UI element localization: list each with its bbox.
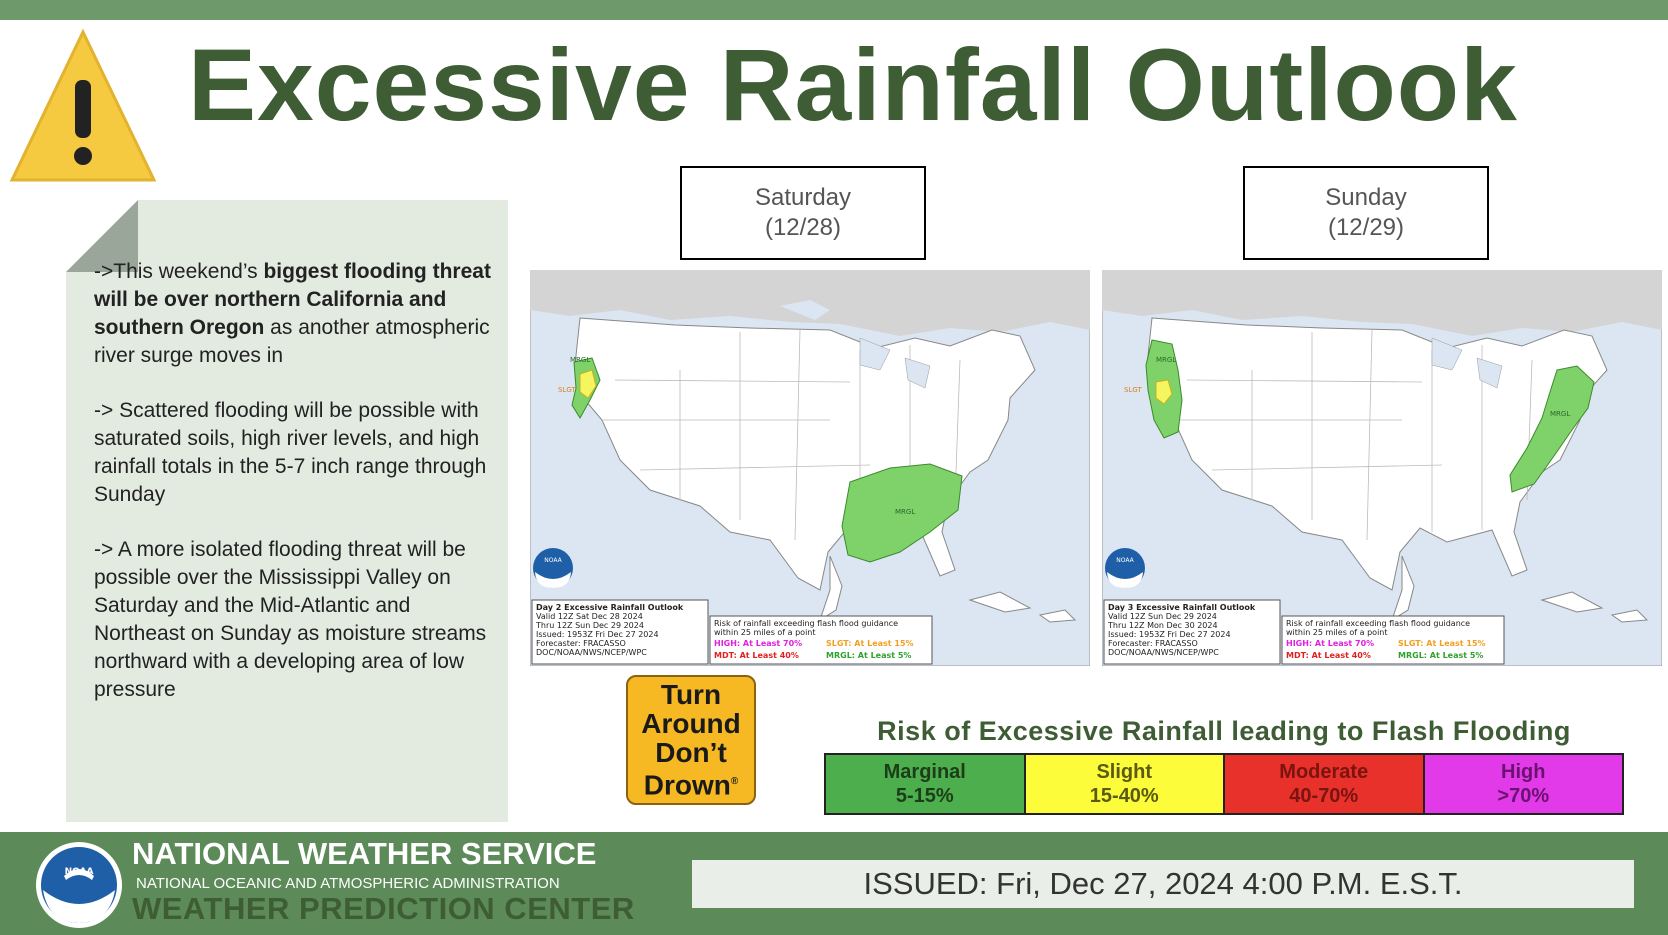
issued-timestamp: ISSUED: Fri, Dec 27, 2024 4:00 P.M. E.S.… bbox=[692, 860, 1634, 908]
area-label-mrgl-west: MRGL bbox=[570, 356, 590, 364]
risk-scale: Marginal 5-15% Slight 15-40% Moderate 40-70… bbox=[824, 753, 1624, 815]
map-legend-levels: HIGH: At Least 70% SLGT: At Least 15% MD… bbox=[1286, 639, 1488, 660]
outlook-map-sunday: MRGL SLGT MRGL NOAA Day 3 Excessive Rain… bbox=[1102, 270, 1662, 666]
day-name: Sunday bbox=[1325, 184, 1407, 211]
noaa-emblem-icon: NOAA bbox=[533, 548, 573, 588]
day-label-saturday: Saturday (12/28) bbox=[680, 166, 926, 260]
page-fold-corner bbox=[66, 200, 138, 272]
area-label-slgt: SLGT bbox=[1124, 386, 1143, 394]
narrative-paragraph-3: -> A more isolated flooding threat will … bbox=[94, 538, 487, 701]
area-label-slgt: SLGT bbox=[558, 386, 577, 394]
noaa-logo-icon: NOAA bbox=[36, 842, 122, 928]
day-label-sunday: Sunday (12/29) bbox=[1243, 166, 1489, 260]
area-label-mrgl-east: MRGL bbox=[895, 508, 915, 516]
map-legend-levels: HIGH: At Least 70% SLGT: At Least 15% MD… bbox=[714, 639, 916, 660]
risk-level-slight: Slight 15-40% bbox=[1025, 755, 1225, 813]
page-title: Excessive Rainfall Outlook bbox=[188, 28, 1518, 142]
risk-level-high: High >70% bbox=[1424, 755, 1622, 813]
day-name: Saturday bbox=[754, 184, 852, 211]
map-legend-block: Risk of rainfall exceeding flash flood g… bbox=[1286, 619, 1473, 637]
warning-icon bbox=[9, 28, 157, 182]
parent-agency-name: NATIONAL OCEANIC AND ATMOSPHERIC ADMINIS… bbox=[136, 875, 560, 892]
risk-level-marginal: Marginal 5-15% bbox=[826, 755, 1026, 813]
day-date: (12/28) bbox=[764, 214, 842, 241]
center-name: WEATHER PREDICTION CENTER bbox=[132, 891, 635, 926]
map-info-block: Day 3 Excessive Rainfall Outlook Valid 1… bbox=[1107, 603, 1258, 657]
narrative-text: ->This weekend’s biggest flooding threat… bbox=[94, 258, 504, 731]
svg-text:NOAA: NOAA bbox=[544, 557, 562, 564]
area-label-mrgl-west: MRGL bbox=[1156, 356, 1176, 364]
map-legend-block: Risk of rainfall exceeding flash flood g… bbox=[714, 619, 901, 637]
narrative-paragraph-2: -> Scattered flooding will be possible w… bbox=[94, 399, 487, 506]
area-label-mrgl-east: MRGL bbox=[1550, 410, 1570, 418]
svg-text:NOAA: NOAA bbox=[65, 867, 94, 877]
narrative-paragraph-1: ->This weekend’s biggest flooding threat… bbox=[94, 260, 491, 367]
noaa-emblem-icon: NOAA bbox=[1105, 548, 1145, 588]
day-date: (12/29) bbox=[1327, 214, 1405, 241]
map-info-block: Day 2 Excessive Rainfall Outlook Valid 1… bbox=[535, 603, 686, 657]
agency-name: NATIONAL WEATHER SERVICE bbox=[132, 836, 597, 871]
turn-around-dont-drown-sign: Turn Around Don’t Drown® bbox=[626, 675, 756, 805]
narrative-panel bbox=[66, 200, 508, 822]
risk-level-moderate: Moderate 40-70% bbox=[1225, 755, 1425, 813]
outlook-map-saturday: MRGL SLGT MRGL NOAA Day 2 Excessive Rain… bbox=[530, 270, 1090, 666]
top-bar bbox=[0, 0, 1668, 20]
svg-text:NOAA: NOAA bbox=[1116, 557, 1134, 564]
risk-scale-title: Risk of Excessive Rainfall leading to Fl… bbox=[877, 716, 1571, 746]
